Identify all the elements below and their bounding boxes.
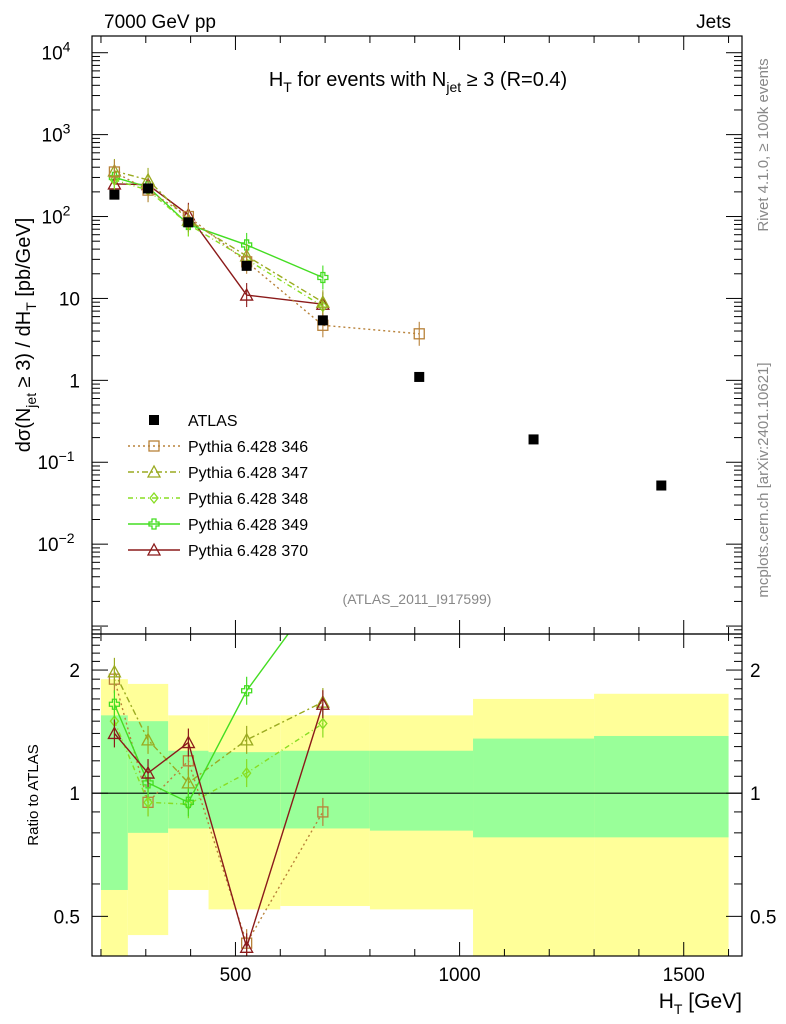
ratio-point-p348 bbox=[241, 767, 252, 780]
legend-marker-atlas bbox=[149, 415, 159, 425]
legend-marker-p348 bbox=[149, 491, 159, 505]
legend-marker-p370 bbox=[146, 542, 162, 556]
main-point-p346 bbox=[413, 328, 425, 340]
main-point-atlas bbox=[109, 189, 120, 200]
ratio-y-tick-label-left: 2 bbox=[69, 661, 80, 682]
main-line-p370 bbox=[114, 183, 323, 305]
ratio-point-p348 bbox=[318, 717, 328, 730]
ratio-point-p348 bbox=[143, 796, 153, 809]
ratio-point-p349 bbox=[241, 685, 253, 697]
header-left: 7000 GeV pp bbox=[104, 12, 216, 33]
y-axis-label-ratio: Ratio to ATLAS bbox=[25, 744, 42, 845]
legend-label-p348: Pythia 6.428 348 bbox=[188, 491, 308, 508]
main-point-atlas bbox=[414, 371, 425, 382]
ratio-series-group bbox=[107, 582, 330, 956]
main-point-p349 bbox=[317, 271, 329, 284]
rivet-version-label: Rivet 4.1.0, ≥ 100k events bbox=[755, 58, 772, 231]
main-point-atlas bbox=[317, 315, 328, 326]
ratio-point-p370 bbox=[140, 765, 156, 779]
mcplots-label: mcplots.cern.ch [arXiv:2401.10621] bbox=[755, 362, 772, 597]
main-line-p347 bbox=[114, 170, 324, 303]
analysis-watermark: (ATLAS_2011_I917599) bbox=[343, 591, 492, 607]
main-point-atlas bbox=[656, 480, 667, 491]
ratio-point-p347 bbox=[181, 775, 196, 789]
main-point-atlas bbox=[183, 217, 194, 228]
stat-uncertainty-band bbox=[208, 752, 281, 829]
y-tick-label: 10 bbox=[59, 289, 80, 310]
legend-marker-p346 bbox=[148, 440, 160, 452]
x-tick-label: 1000 bbox=[438, 965, 480, 986]
main-point-p349 bbox=[241, 239, 253, 251]
ratio-panel-frame bbox=[91, 633, 743, 957]
y-tick-label: 104 bbox=[42, 39, 71, 65]
ratio-point-p347 bbox=[239, 732, 254, 746]
stat-uncertainty-band bbox=[280, 750, 370, 829]
ratio-point-p347 bbox=[107, 664, 122, 678]
main-series-group bbox=[107, 158, 667, 491]
main-point-p347 bbox=[315, 294, 330, 308]
ratio-y-tick-label-right: 0.5 bbox=[750, 907, 776, 928]
ratio-point-p349 bbox=[182, 796, 195, 808]
y-tick-label: 102 bbox=[42, 203, 71, 229]
ratio-point-p370 bbox=[315, 696, 330, 710]
ratio-y-tick-label-right: 1 bbox=[750, 784, 761, 805]
stat-uncertainty-band bbox=[369, 750, 474, 831]
x-axis-label: HT [GeV] bbox=[659, 990, 742, 1017]
main-point-atlas bbox=[241, 260, 252, 271]
ratio-uncertainty-bands bbox=[92, 679, 742, 956]
ratio-point-p370 bbox=[181, 735, 196, 749]
ratio-series bbox=[107, 582, 330, 956]
ratio-point-p370 bbox=[239, 939, 254, 953]
legend-label-p349: Pythia 6.428 349 bbox=[188, 517, 308, 534]
y-tick-label: 103 bbox=[42, 121, 71, 147]
legend-label-p346: Pythia 6.428 346 bbox=[188, 439, 308, 456]
legend-label-p370: Pythia 6.428 370 bbox=[188, 543, 308, 560]
ratio-point-p347 bbox=[140, 732, 156, 746]
main-point-p346 bbox=[108, 166, 121, 178]
stat-uncertainty-band bbox=[473, 738, 595, 838]
y-tick-label: 1 bbox=[69, 371, 80, 392]
ratio-y-tick-label-right: 2 bbox=[750, 661, 761, 682]
stat-uncertainty-band bbox=[594, 735, 729, 838]
y-tick-label: 10−1 bbox=[37, 448, 74, 474]
y-axis-label-main: dσ(Njet ≥ 3) / dHT [pb/GeV] bbox=[13, 218, 39, 453]
ratio-point-p370 bbox=[107, 726, 122, 740]
main-point-p370 bbox=[239, 287, 254, 301]
legend-label-atlas: ATLAS bbox=[188, 413, 238, 430]
legend: ATLAS Pythia 6.428 346 Pythia 6.428 347 Pyt… bbox=[128, 413, 308, 560]
axes-ticks: 500 1000 1500 10−2 10−1 1 10 102 103 104 0.5 0.5 1 1 2… bbox=[37, 36, 776, 986]
chart-title: HT for events with Njet ≥ 3 (R=0.4) bbox=[269, 69, 567, 95]
header-right: Jets bbox=[696, 12, 731, 33]
ratio-y-tick-label-left: 1 bbox=[69, 784, 80, 805]
ratio-point-p349 bbox=[142, 777, 154, 789]
ratio-point-p346 bbox=[317, 806, 329, 818]
legend-marker-p347 bbox=[146, 464, 162, 478]
x-tick-label: 1500 bbox=[663, 965, 705, 986]
legend-label-p347: Pythia 6.428 347 bbox=[188, 465, 308, 482]
main-point-atlas bbox=[528, 434, 539, 445]
main-point-p348 bbox=[109, 173, 120, 186]
main-line-p348 bbox=[114, 179, 324, 307]
main-point-atlas bbox=[143, 183, 154, 194]
ratio-y-tick-label-left: 0.5 bbox=[54, 907, 80, 928]
main-series bbox=[107, 158, 667, 491]
x-tick-label: 500 bbox=[220, 965, 252, 986]
y-tick-label: 10−2 bbox=[37, 530, 74, 556]
legend-marker-p349 bbox=[148, 518, 160, 530]
ratio-point-p349 bbox=[108, 698, 121, 710]
ratio-point-p349 bbox=[318, 582, 328, 592]
